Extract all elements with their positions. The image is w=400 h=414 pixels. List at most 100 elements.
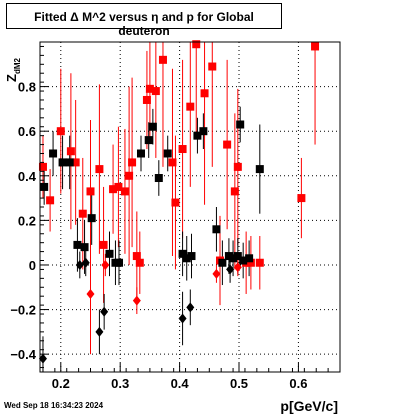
x-tick-label: 0.6 [289,376,307,391]
diamond-marker [86,288,95,299]
y-axis-label-sub: dM2 [13,57,22,74]
square-marker [223,140,232,149]
square-marker [145,84,154,93]
diamond-marker [95,326,104,337]
square-marker [311,42,320,51]
y-tick-label: −0.2 [10,303,36,318]
y-tick-label: 0 [29,258,36,273]
diamond-marker [132,295,141,306]
square-marker [40,182,49,191]
axis-ticks [40,45,329,372]
x-tick-label: 0.5 [230,376,248,391]
data-markers [38,40,320,364]
square-marker [200,89,209,98]
square-marker [86,187,95,196]
title-box: Fitted Δ M^2 versus η and p for Global d… [6,3,282,38]
square-marker [136,149,145,158]
square-marker [233,252,242,261]
square-marker [105,249,114,258]
square-marker [239,256,248,265]
square-marker [56,127,65,136]
x-axis-label: p[GeV/c] [280,398,338,414]
square-marker [46,196,55,205]
square-marker [58,158,67,167]
square-marker [182,254,191,263]
error-bars [42,42,316,372]
square-marker [218,258,227,267]
square-marker [120,187,129,196]
diamond-marker [212,268,221,279]
square-marker [49,149,58,158]
square-marker [208,62,217,71]
timestamp: Wed Sep 18 16:34:23 2024 [4,401,104,410]
square-marker [109,185,118,194]
square-marker [233,162,242,171]
square-marker [187,252,196,261]
y-axis-label: ZdM2 [4,57,22,82]
square-marker [255,258,264,267]
diamond-marker [100,306,109,317]
y-tick-label: 0.4 [18,169,37,184]
square-marker [151,87,160,96]
square-marker [71,158,80,167]
diamond-marker [226,264,235,275]
x-tick-labels: 0.2 0.3 0.4 0.5 0.6 [52,376,308,391]
square-marker [245,254,254,263]
square-marker [65,158,74,167]
square-marker [66,147,75,156]
y-tick-label: 0.6 [18,124,36,139]
square-marker [297,194,306,203]
square-marker [168,158,177,167]
square-marker [171,198,180,207]
x-tick-label: 0.3 [111,376,129,391]
square-marker [178,249,187,258]
y-tick-labels: −0.4 −0.2 0 0.2 0.4 0.6 0.8 [10,80,36,363]
square-marker [224,252,233,261]
square-marker [115,258,124,267]
square-marker [246,258,255,267]
square-marker [158,55,167,64]
square-marker [95,165,104,174]
square-marker [80,243,89,252]
y-axis-label-main: Z [4,74,19,82]
diamond-marker [81,257,90,268]
x-tick-label: 0.4 [171,376,190,391]
square-marker [236,120,245,129]
square-marker [154,174,163,183]
square-marker [78,209,87,218]
x-tick-label: 0.2 [52,376,70,391]
square-marker [212,225,221,234]
chart-title: Fitted Δ M^2 versus η and p for Global d… [34,10,254,38]
square-marker [38,162,47,171]
diamond-marker [178,313,187,324]
y-tick-label: 0.2 [18,213,36,228]
diamond-marker [101,259,110,270]
square-marker [142,95,151,104]
square-marker [135,258,144,267]
square-marker [255,165,264,174]
svg-text:ZdM2: ZdM2 [4,57,22,82]
square-marker [229,254,238,263]
square-marker [186,102,195,111]
square-marker [132,252,141,261]
square-marker [230,187,239,196]
diamond-marker [233,262,242,273]
square-marker [87,214,96,223]
square-marker [114,182,123,191]
square-marker [73,240,82,249]
square-marker [128,158,137,167]
square-marker [99,240,108,249]
y-tick-label: 0.8 [18,80,36,95]
y-tick-label: −0.4 [10,347,36,362]
diamond-marker [75,259,84,270]
square-marker [148,122,157,131]
square-marker [192,40,201,49]
square-marker [178,145,187,154]
square-marker [193,131,202,140]
square-marker [125,171,134,180]
diamond-marker [186,302,195,313]
square-marker [144,136,153,145]
square-marker [199,127,208,136]
square-marker [163,149,172,158]
